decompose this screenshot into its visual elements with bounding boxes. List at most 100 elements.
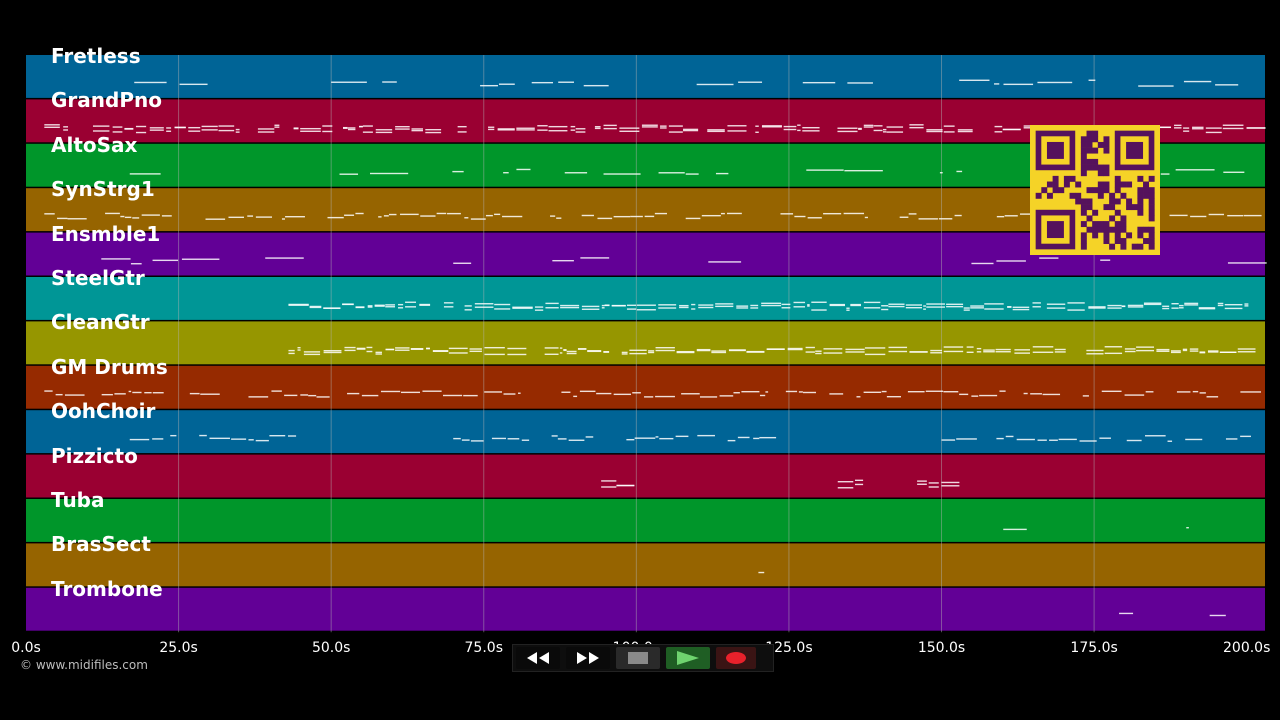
note-mark [1049,439,1058,441]
note-mark [938,218,953,220]
note-mark [581,214,594,217]
track-name: Trombone [51,576,163,601]
note-mark [619,127,640,129]
note-mark [601,486,617,488]
note-mark [616,484,635,487]
note-mark [963,309,970,311]
stop-button[interactable] [616,647,660,669]
note-mark [727,439,736,442]
note-mark [367,306,373,308]
note-mark [385,306,396,308]
note-mark [1014,352,1030,354]
note-mark [648,350,655,352]
track-name: OohChoir [51,399,156,424]
time-tick-label: 0.0s [11,640,41,656]
note-mark [1016,438,1035,441]
note-mark [152,438,164,440]
note-mark [957,129,973,131]
note-mark [1189,348,1199,350]
note-mark [470,218,486,220]
note-mark [1190,215,1207,218]
note-mark [1183,130,1190,132]
note-mark [660,127,667,129]
note-mark [1184,302,1199,305]
note-mark [604,304,610,306]
note-mark [558,81,574,83]
note-mark [255,216,273,218]
note-mark [1088,306,1106,308]
note-mark [864,216,868,219]
note-mark [484,391,502,393]
note-mark [601,307,605,309]
note-mark [470,440,484,442]
note-mark [130,263,142,265]
note-mark [741,390,760,393]
note-mark [378,216,382,218]
note-mark [411,129,423,132]
note-mark [941,485,960,487]
note-mark [1209,614,1226,617]
note-mark [200,393,220,395]
note-mark [603,351,610,353]
note-mark [787,348,803,351]
note-mark [746,350,765,353]
note-mark [480,84,498,87]
note-mark [750,304,759,307]
note-mark [362,131,373,133]
note-mark [1138,85,1174,87]
note-mark [1124,348,1136,350]
note-mark [235,131,240,133]
note-mark [1184,304,1199,306]
note-mark [783,125,797,128]
note-mark [863,301,881,304]
note-mark [601,480,617,482]
note-mark [957,130,973,133]
note-mark [926,303,945,305]
note-mark [205,218,226,220]
note-mark [560,304,580,307]
note-mark [322,125,333,127]
note-mark [544,347,559,349]
record-button[interactable] [716,647,756,669]
play-button[interactable] [666,647,710,669]
note-mark [149,127,164,129]
note-mark [231,438,247,440]
note-mark [806,169,844,171]
note-mark [943,391,959,393]
note-mark [881,305,889,307]
rewind-icon [527,652,549,664]
fast-forward-icon [577,652,599,664]
note-mark [112,126,123,128]
note-mark [1143,302,1162,304]
note-mark [135,125,147,128]
note-mark [575,131,586,133]
note-mark [1237,351,1256,353]
note-mark [1143,303,1162,306]
note-mark [1086,349,1104,352]
fast-forward-button[interactable] [566,647,610,669]
note-mark [545,302,559,305]
note-mark [759,436,777,439]
note-mark [1205,127,1222,129]
note-mark [339,173,359,175]
note-mark [1219,351,1237,353]
note-mark [621,351,628,354]
note-mark [979,394,998,397]
note-mark [548,125,568,128]
note-mark [676,350,695,353]
rewind-button[interactable] [516,647,560,669]
note-mark [1101,390,1122,393]
note-mark [1198,307,1216,309]
note-mark [44,126,60,128]
note-mark [1183,127,1190,129]
note-mark [1198,308,1216,310]
note-mark [1145,435,1166,437]
note-mark [837,481,854,483]
note-mark [626,308,637,310]
note-mark [316,396,330,398]
note-mark [1020,213,1038,215]
note-mark [544,353,559,355]
note-mark [1012,308,1030,311]
note-mark [274,124,280,126]
note-mark [1215,84,1239,86]
